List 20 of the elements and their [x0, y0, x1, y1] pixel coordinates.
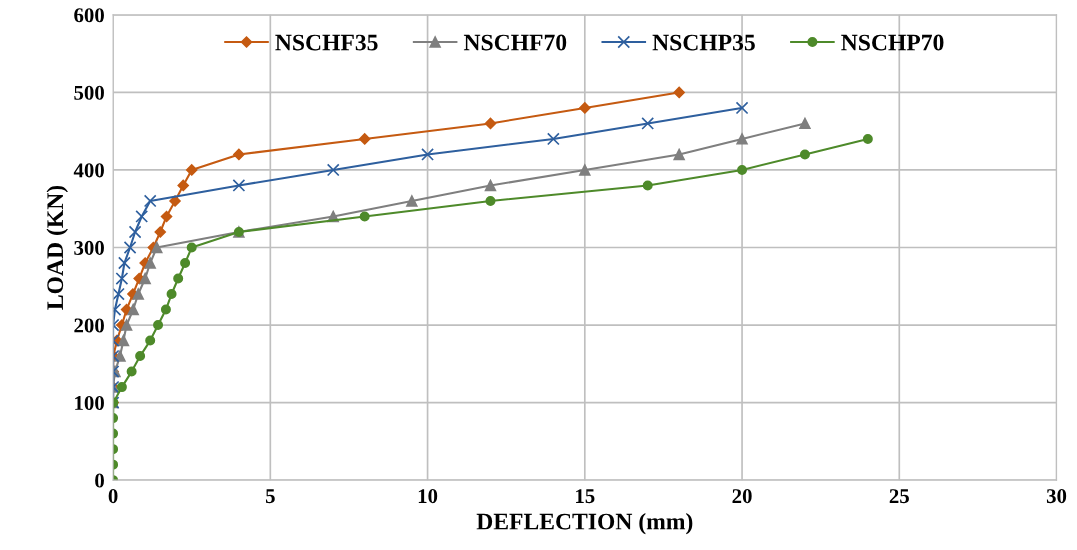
x-tick-label: 30 — [1046, 489, 1067, 504]
legend-label: NSCHP35 — [652, 34, 755, 51]
x-tick-label: 15 — [576, 489, 595, 504]
x-axis-title: DEFLECTION (mm) — [476, 512, 693, 535]
y-tick-label: 0 — [95, 473, 104, 488]
y-axis-title: LOAD (KN) — [46, 185, 68, 310]
x-tick-label: 5 — [265, 489, 275, 504]
y-tick-label: 500 — [74, 85, 104, 100]
y-tick-label: 300 — [74, 240, 104, 255]
y-tick-label: 100 — [75, 395, 104, 411]
x-tick-label: 0 — [108, 489, 118, 504]
legend-label: NSCHP70 — [841, 34, 944, 51]
y-tick-label: 600 — [74, 8, 104, 23]
legend-label: NSCHF35 — [275, 34, 378, 51]
x-tick-label: 20 — [732, 489, 752, 504]
x-tick-label: 10 — [418, 489, 438, 504]
y-tick-label: 200 — [74, 318, 104, 333]
legend-label: NSCHF70 — [463, 34, 567, 51]
y-tick-label: 400 — [73, 163, 104, 178]
x-tick-label: 25 — [889, 489, 909, 504]
